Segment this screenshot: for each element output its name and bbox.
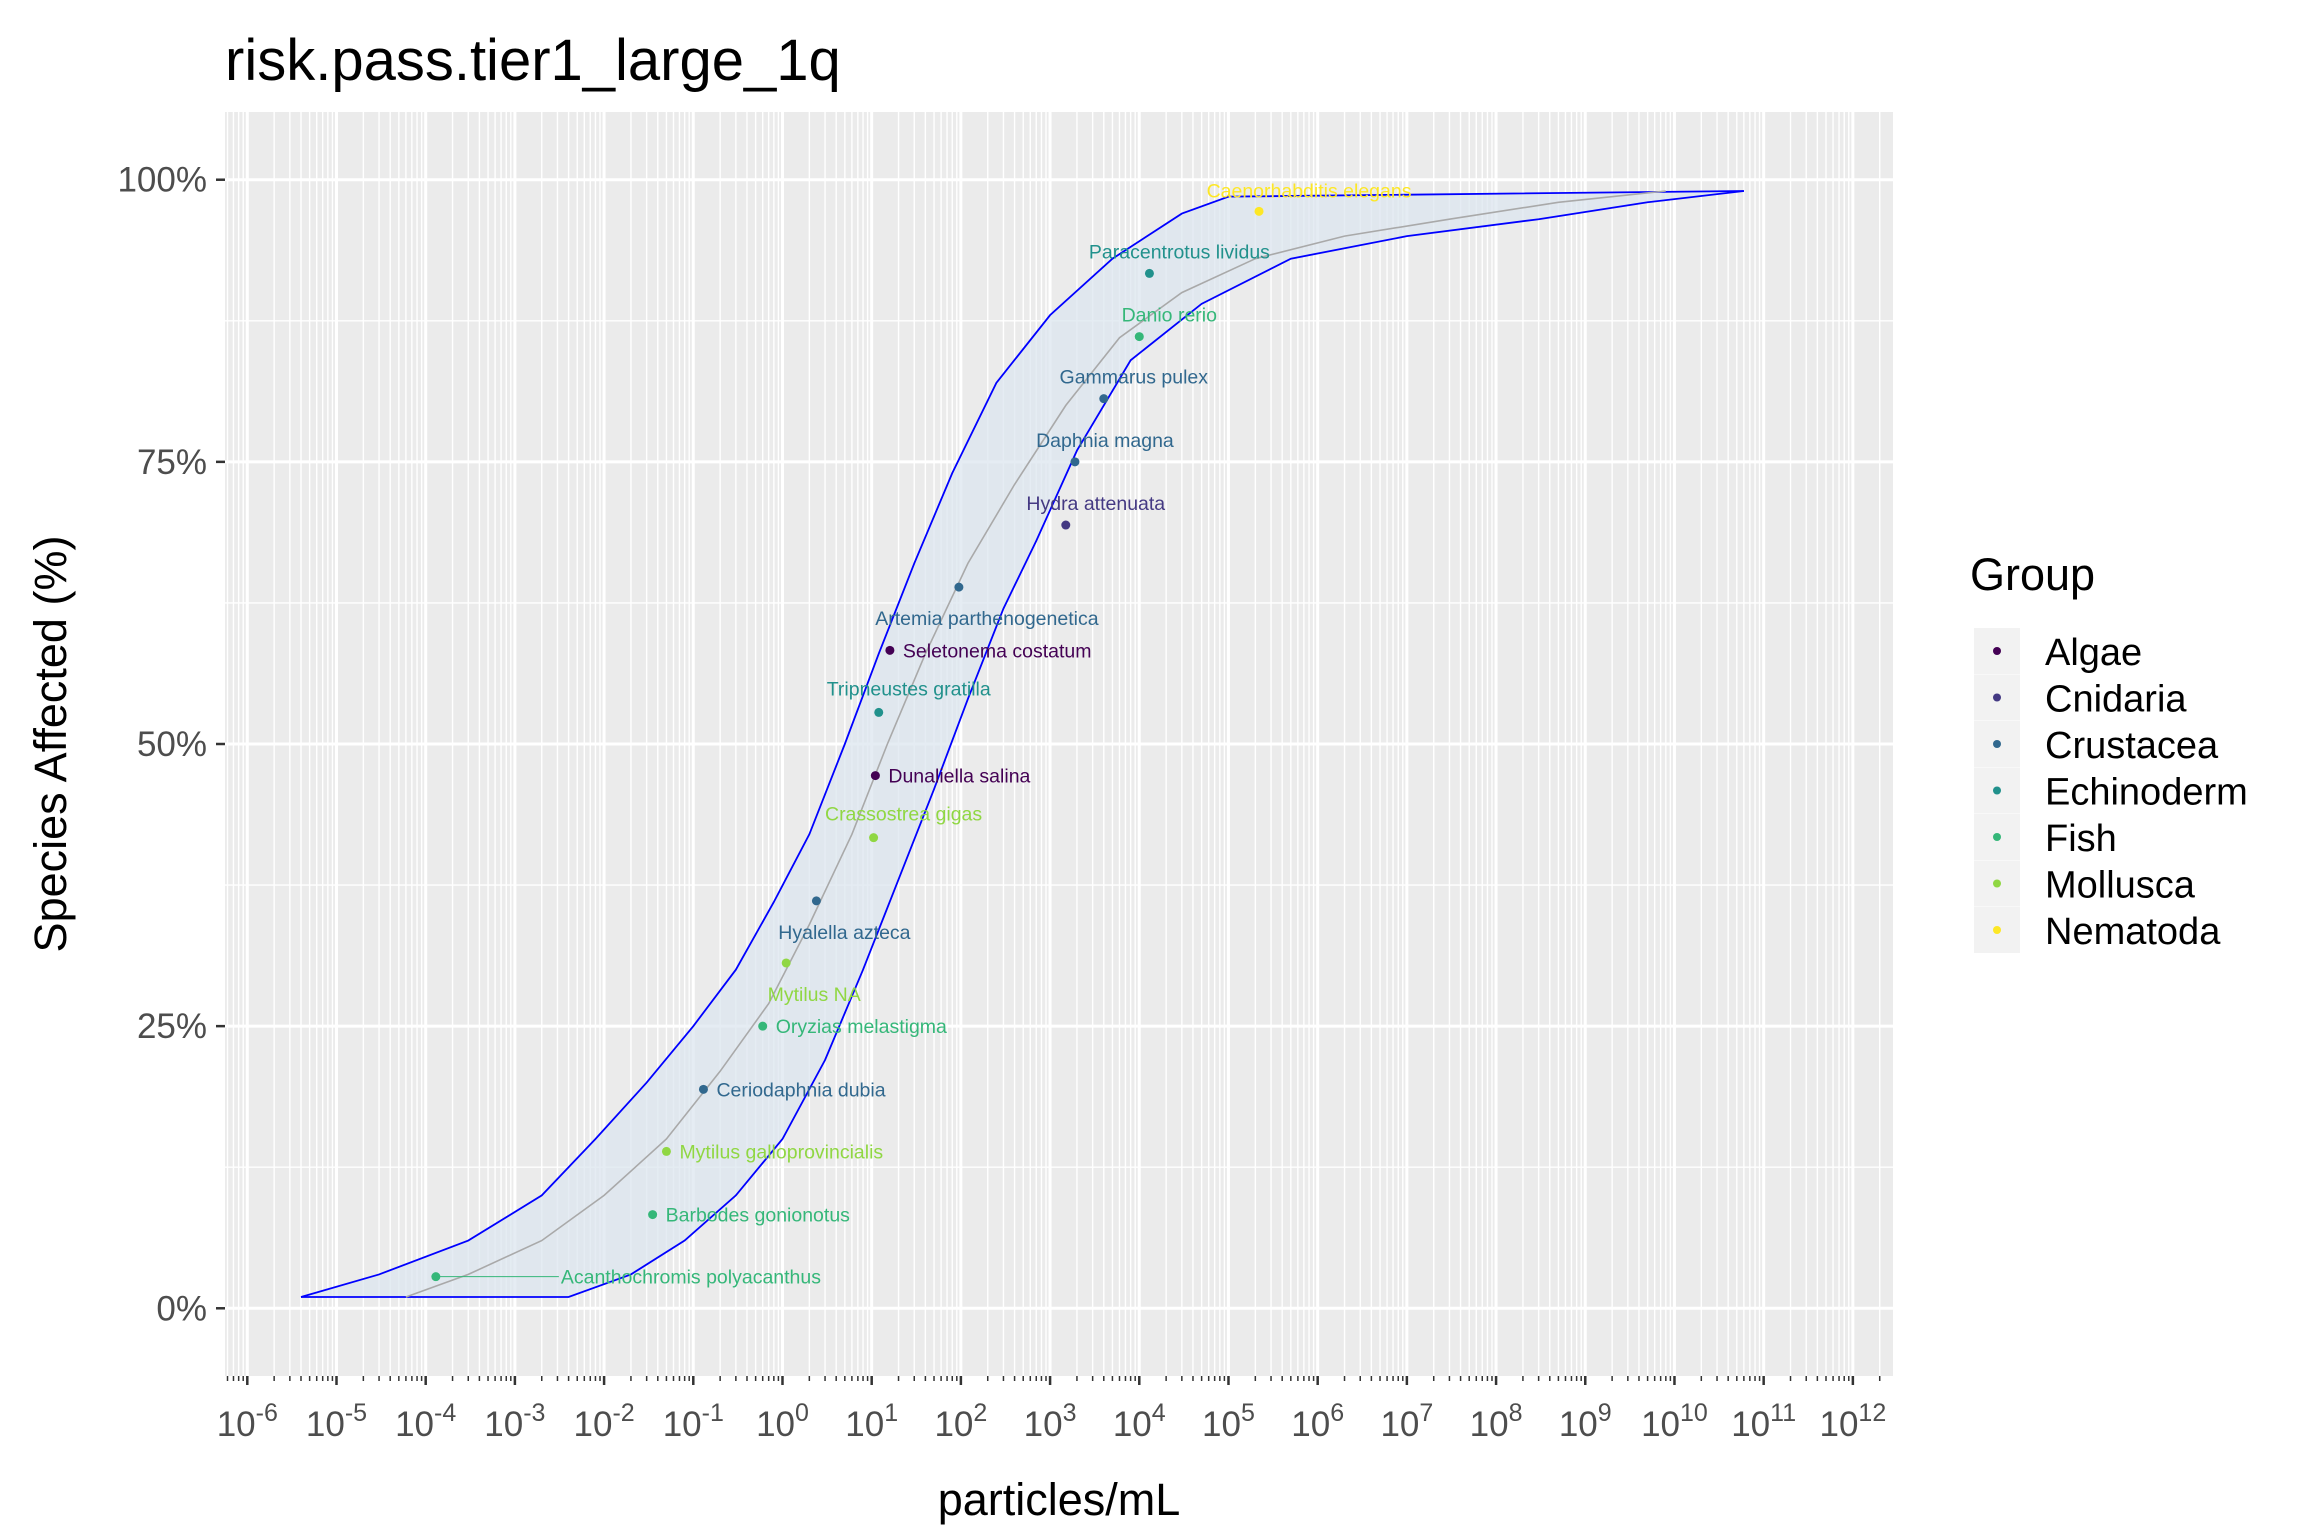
y-tick-label: 100% <box>117 161 207 200</box>
species-point <box>1099 394 1109 404</box>
x-tick-label: 102 <box>934 1399 987 1444</box>
species-point <box>1070 457 1080 467</box>
legend-label: Cnidaria <box>2045 679 2187 721</box>
x-tick-label: 107 <box>1380 1399 1433 1444</box>
x-tick-label: 100 <box>756 1399 809 1444</box>
band-lower-line <box>301 190 1744 1298</box>
major-gridlines <box>225 112 1893 1376</box>
x-tick-label: 10-2 <box>574 1399 635 1444</box>
x-tick-label: 1012 <box>1819 1399 1886 1444</box>
species-point <box>1254 206 1264 216</box>
confidence-band <box>300 190 1744 1298</box>
species-label: Tripneustes gratilla <box>827 678 991 700</box>
fit-line <box>405 190 1666 1298</box>
legend-key-point <box>1993 647 2001 655</box>
species-label: Mytilus galloprovincialis <box>679 1141 883 1163</box>
legend-key-point <box>1993 833 2001 841</box>
species-label: Daphnia magna <box>1036 430 1174 452</box>
species-label: Crassostrea gigas <box>825 804 982 826</box>
x-tick-label: 101 <box>845 1399 898 1444</box>
species-label: Oryzias melastigma <box>776 1016 947 1038</box>
x-axis-title: particles/mL <box>938 1474 1181 1525</box>
species-label: Caenorhabditis elegans <box>1207 180 1412 202</box>
x-tick-label: 1011 <box>1731 1399 1796 1444</box>
species-points <box>431 206 1264 1282</box>
species-label: Dunaliella salina <box>888 766 1030 788</box>
band-fill <box>301 191 1744 1297</box>
y-tick-label: 50% <box>137 725 207 764</box>
x-tick-label: 1010 <box>1641 1399 1708 1444</box>
species-point <box>1144 268 1154 278</box>
species-point <box>1061 520 1071 530</box>
y-tick-label: 25% <box>137 1007 207 1046</box>
species-label: Acanthochromis polyacanthus <box>561 1267 821 1289</box>
fitted-curve <box>405 190 1666 1298</box>
x-tick-label: 105 <box>1202 1399 1255 1444</box>
species-label: Gammarus pulex <box>1060 367 1209 389</box>
species-point <box>781 958 791 968</box>
species-label: Barbodes gonionotus <box>666 1205 851 1227</box>
species-label: Ceriodaphnia dubia <box>716 1079 885 1101</box>
species-label: Mytilus NA <box>768 984 861 1006</box>
band-upper-line <box>300 190 1744 1298</box>
species-label: Hyalella azteca <box>778 922 910 944</box>
x-tick-label: 10-5 <box>306 1399 367 1444</box>
y-axis: 0% 25% 50% 75% 100% <box>117 161 225 1328</box>
x-tick-label: 109 <box>1559 1399 1612 1444</box>
species-point <box>885 645 895 655</box>
species-point <box>870 771 880 781</box>
x-tick-label: 108 <box>1470 1399 1523 1444</box>
x-tick-label: 10-6 <box>217 1399 278 1444</box>
legend-key-point <box>1993 740 2001 748</box>
x-tick-label: 103 <box>1024 1399 1077 1444</box>
species-labels: Acanthochromis polyacanthus Barbodes goni… <box>435 180 1412 1289</box>
species-label: Danio rerio <box>1122 305 1218 327</box>
x-tick-label: 106 <box>1291 1399 1344 1444</box>
legend-label: Algae <box>2045 632 2142 674</box>
species-label: Hydra attenuata <box>1026 493 1165 515</box>
legend-key-point <box>1993 693 2001 702</box>
y-tick-label: 0% <box>156 1289 207 1328</box>
x-axis: 10-6 10-5 10-4 10-3 10-2 10-1 100 101 102 103 104 1… <box>217 1376 1886 1444</box>
legend-key-point <box>1993 786 2001 795</box>
legend-label: Nematoda <box>2045 911 2221 953</box>
species-point <box>758 1021 768 1031</box>
legend-label: Echinoderm <box>2045 772 2248 814</box>
species-point <box>698 1084 708 1094</box>
species-point <box>869 833 879 843</box>
species-point <box>648 1210 658 1220</box>
legend-label: Mollusca <box>2045 865 2196 907</box>
species-point <box>954 582 964 592</box>
species-label: Artemia parthenogenetica <box>875 608 1098 630</box>
legend-label: Fish <box>2045 818 2117 860</box>
species-label: Seletonema costatum <box>903 640 1092 662</box>
species-point <box>874 707 884 717</box>
y-axis-title: Species Affected (%) <box>25 536 76 953</box>
chart-title: risk.pass.tier1_large_1q <box>225 28 841 93</box>
x-tick-label: 10-1 <box>663 1399 724 1444</box>
x-tick-label: 104 <box>1113 1399 1166 1444</box>
species-point <box>1134 332 1144 342</box>
legend-key-point <box>1993 926 2001 934</box>
x-tick-label: 10-3 <box>484 1399 545 1444</box>
species-point <box>661 1146 671 1156</box>
species-point <box>811 896 821 906</box>
legend-key-point <box>1993 879 2001 888</box>
legend-label: Crustacea <box>2045 725 2219 767</box>
x-tick-label: 10-4 <box>395 1399 456 1444</box>
y-tick-label: 75% <box>137 443 207 482</box>
legend-title: Group <box>1970 549 2095 600</box>
species-label: Paracentrotus lividus <box>1089 241 1270 263</box>
